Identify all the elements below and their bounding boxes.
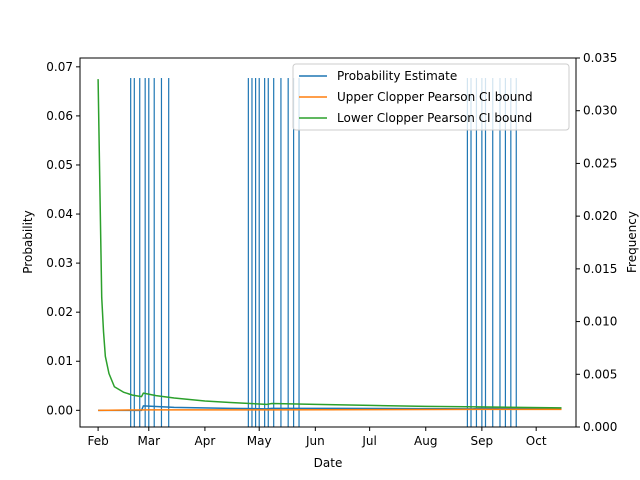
x-tick-label: Oct	[526, 434, 547, 448]
frequency-bar	[470, 78, 472, 427]
y2-tick-label: 0.010	[583, 315, 617, 329]
frequency-bars	[130, 78, 517, 427]
frequency-bar	[492, 78, 494, 427]
x-tick-label: Mar	[137, 434, 160, 448]
legend-label-2: Lower Clopper Pearson CI bound	[337, 111, 532, 125]
frequency-bar	[130, 78, 132, 427]
frequency-bar	[258, 78, 260, 427]
frequency-bar	[510, 78, 512, 427]
y-tick-label: 0.00	[46, 403, 73, 417]
frequency-bar	[466, 78, 468, 427]
frequency-bar	[484, 78, 487, 427]
frequency-bar	[267, 78, 269, 427]
frequency-bar	[481, 78, 483, 427]
y2-tick-label: 0.020	[583, 209, 617, 223]
x-tick-label: May	[247, 434, 272, 448]
frequency-bar	[247, 78, 249, 427]
x-tick-label: Aug	[414, 434, 437, 448]
frequency-bar	[499, 78, 501, 427]
frequency-bar	[293, 78, 295, 427]
y-tick-label: 0.05	[46, 158, 73, 172]
frequency-bar	[153, 78, 155, 427]
y-tick-label: 0.02	[46, 305, 73, 319]
frequency-bar	[515, 78, 517, 427]
y-tick-label: 0.01	[46, 354, 73, 368]
y-tick-label: 0.04	[46, 207, 73, 221]
y-axis-right: 0.000 0.005 0.010 0.015 0.020 0.025 0.030 0.035	[576, 51, 617, 434]
frequency-bar	[264, 78, 266, 427]
legend-box	[292, 63, 570, 131]
x-tick-label: Jul	[361, 434, 376, 448]
y-axis-label: Probability	[21, 210, 35, 273]
frequency-bar	[148, 78, 150, 427]
y2-tick-label: 0.030	[583, 104, 617, 118]
x-axis-label: Date	[314, 456, 343, 470]
frequency-bar	[160, 78, 163, 427]
legend: Probability Estimate Upper Clopper Pearso…	[292, 63, 570, 131]
frequency-bar	[254, 78, 257, 427]
frequency-bar	[139, 78, 141, 427]
plot-frame	[79, 57, 577, 428]
y-tick-label: 0.06	[46, 109, 73, 123]
frequency-bar	[273, 78, 275, 427]
series-lines	[97, 79, 562, 412]
y2-tick-label: 0.025	[583, 156, 617, 170]
frequency-bar	[475, 78, 478, 427]
frequency-bar	[298, 78, 300, 427]
x-tick-label: Sep	[471, 434, 494, 448]
series-line-2	[97, 79, 562, 409]
frequency-bar	[504, 78, 507, 427]
frequency-bar	[168, 78, 170, 427]
frequency-bar	[251, 78, 253, 427]
y2-tick-label: 0.035	[583, 51, 617, 65]
y2-tick-label: 0.005	[583, 367, 617, 381]
x-tick-label: Jun	[305, 434, 325, 448]
frequency-bar	[280, 78, 282, 427]
y-tick-label: 0.07	[46, 60, 73, 74]
y2-tick-label: 0.015	[583, 262, 617, 276]
x-axis: Feb Mar Apr May Jun Jul Aug Sep Oct	[87, 427, 547, 448]
series-line-1	[98, 408, 562, 412]
legend-label-0: Probability Estimate	[337, 69, 457, 83]
y2-axis-label: Frequency	[625, 211, 639, 273]
y-tick-label: 0.03	[46, 256, 73, 270]
x-tick-label: Feb	[87, 434, 108, 448]
y-axis-left: 0.00 0.01 0.02 0.03 0.04 0.05 0.06 0.07	[46, 60, 80, 417]
y2-tick-label: 0.000	[583, 420, 617, 434]
frequency-bar	[144, 78, 146, 427]
x-tick-label: Apr	[195, 434, 216, 448]
legend-label-1: Upper Clopper Pearson CI bound	[337, 90, 533, 104]
frequency-bar	[133, 78, 135, 427]
frequency-bar	[287, 78, 289, 427]
